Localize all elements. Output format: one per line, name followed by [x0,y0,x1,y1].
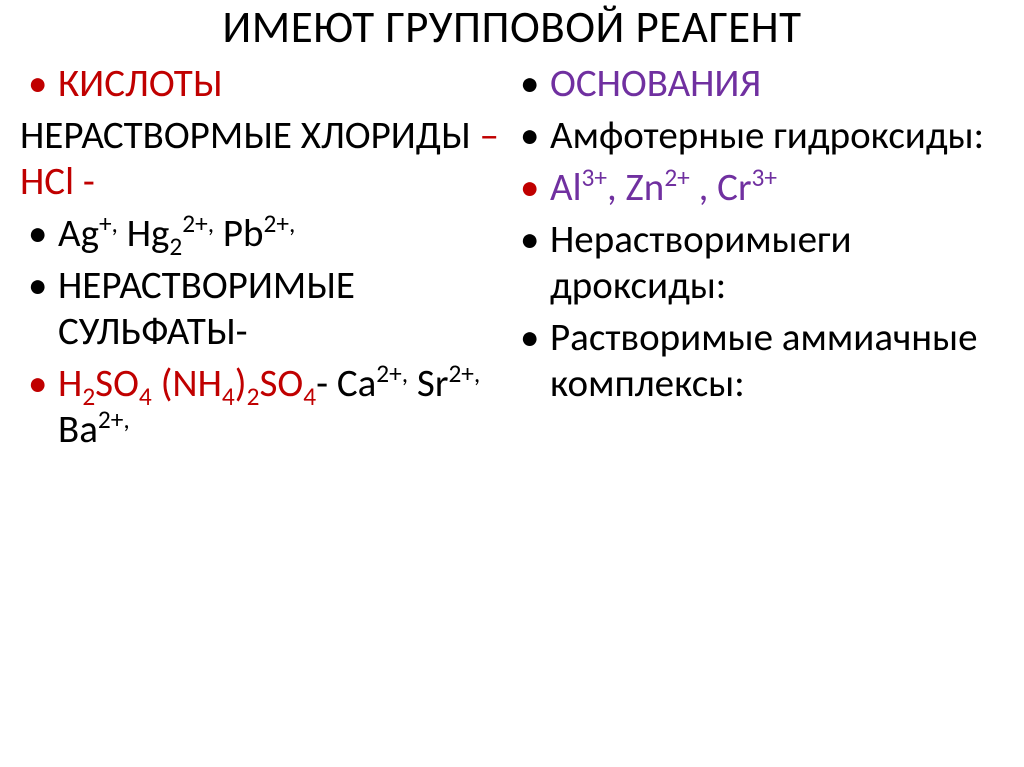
right-line2: Амфотерные гидроксиды: [550,113,1004,159]
left-line3: Ag+, Hg22+, Pb2+, [58,211,512,257]
right-list: ОСНОВАНИЯ Амфотерные гидроксиды: Al3+, Z… [512,61,1004,407]
left-heading: КИСЛОТЫ [58,61,512,107]
left-line5: H2SO4 (NH4)2SO4- Ca2+, Sr2+, Ba2+, [58,361,512,453]
left-list-2: Ag+, Hg22+, Pb2+, НЕРАСТВОРИМЫЕ СУЛЬФАТЫ… [20,211,512,453]
right-line5: Растворимые аммиачные комплексы: [550,315,1004,407]
right-heading: ОСНОВАНИЯ [550,61,1004,107]
left-list: КИСЛОТЫ [20,61,512,107]
left-line2: НЕРАСТВОРМЫЕ ХЛОРИДЫ – HCl - [20,113,512,205]
left-column: КИСЛОТЫ НЕРАСТВОРМЫЕ ХЛОРИДЫ – HCl - Ag+… [20,61,512,459]
left-line2-wrap: НЕРАСТВОРМЫЕ ХЛОРИДЫ – HCl - [20,113,512,205]
left-line2a: НЕРАСТВОРМЫЕ ХЛОРИДЫ [20,112,471,159]
right-line4: Нерастворимыеги дроксиды: [550,217,1004,309]
left-line4: НЕРАСТВОРИМЫЕ СУЛЬФАТЫ- [58,263,512,355]
right-column: ОСНОВАНИЯ Амфотерные гидроксиды: Al3+, Z… [512,61,1004,459]
columns: КИСЛОТЫ НЕРАСТВОРМЫЕ ХЛОРИДЫ – HCl - Ag+… [20,61,1004,459]
right-line3: Al3+, Zn2+ , Cr3+ [550,165,1004,211]
slide-title: ИМЕЮТ ГРУППОВОЙ РЕАГЕНТ [20,0,1004,55]
slide: ИМЕЮТ ГРУППОВОЙ РЕАГЕНТ КИСЛОТЫ НЕРАСТВО… [0,0,1024,767]
